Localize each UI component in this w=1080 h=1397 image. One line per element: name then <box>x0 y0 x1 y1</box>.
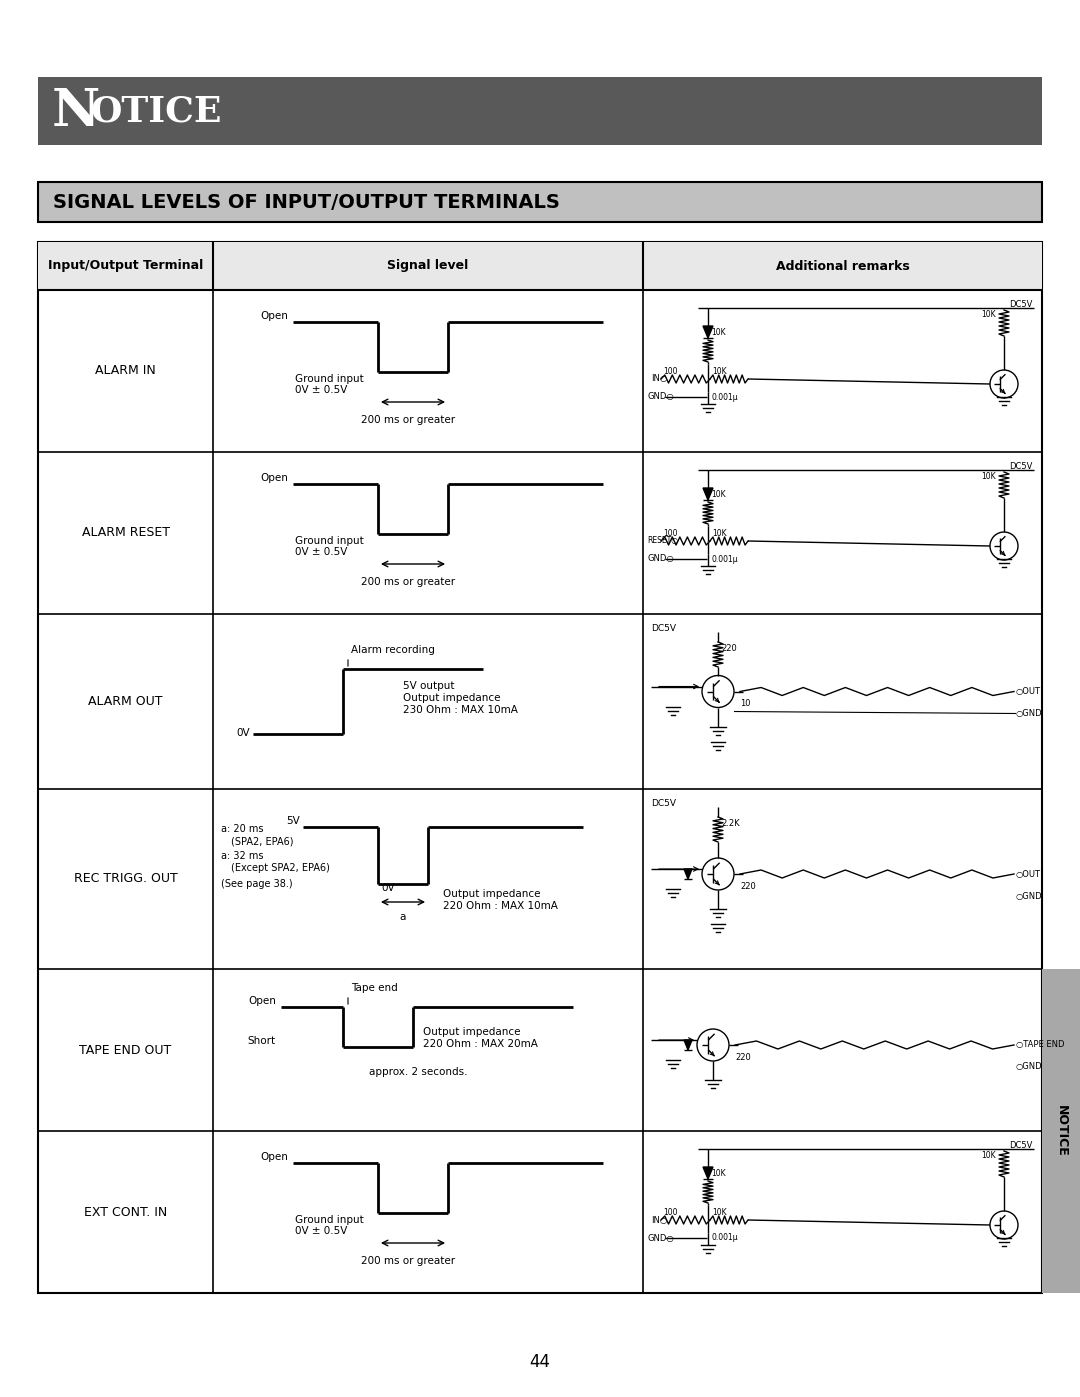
Text: DC5V: DC5V <box>1009 1141 1032 1150</box>
Text: 10K: 10K <box>712 529 727 538</box>
Text: a: 20 ms: a: 20 ms <box>221 824 264 834</box>
Text: ○OUT: ○OUT <box>1016 869 1041 879</box>
Text: 0V ± 0.5V: 0V ± 0.5V <box>295 1227 348 1236</box>
Text: DC5V: DC5V <box>651 624 676 633</box>
Text: IN○: IN○ <box>651 1215 667 1225</box>
Text: Alarm recording: Alarm recording <box>351 645 435 655</box>
Text: 10K: 10K <box>982 1151 996 1160</box>
Text: 230 Ohm : MAX 10mA: 230 Ohm : MAX 10mA <box>403 705 518 715</box>
Text: 0.001μ: 0.001μ <box>711 393 738 401</box>
Text: Open: Open <box>260 1153 288 1162</box>
Text: Tape end: Tape end <box>351 983 397 993</box>
Text: 0.001μ: 0.001μ <box>711 555 738 563</box>
Text: SIGNAL LEVELS OF INPUT/OUTPUT TERMINALS: SIGNAL LEVELS OF INPUT/OUTPUT TERMINALS <box>53 193 559 211</box>
Polygon shape <box>703 326 713 338</box>
Text: 100: 100 <box>663 367 677 376</box>
Text: a: 32 ms: a: 32 ms <box>221 851 264 861</box>
Text: 220: 220 <box>721 644 737 652</box>
Text: 200 ms or greater: 200 ms or greater <box>361 415 455 425</box>
Bar <box>38 242 1042 291</box>
Text: 2.2K: 2.2K <box>721 819 740 828</box>
Text: (Except SPA2, EPA6): (Except SPA2, EPA6) <box>231 863 329 873</box>
Polygon shape <box>684 869 692 879</box>
Text: 200 ms or greater: 200 ms or greater <box>361 1256 455 1266</box>
Text: Open: Open <box>248 996 276 1006</box>
Text: 0V: 0V <box>237 728 249 738</box>
Text: Signal level: Signal level <box>388 260 469 272</box>
Text: Ground input: Ground input <box>295 536 364 546</box>
Text: a: a <box>400 912 406 922</box>
Text: ALARM RESET: ALARM RESET <box>81 527 170 539</box>
Text: Open: Open <box>260 312 288 321</box>
Text: DC5V: DC5V <box>651 799 676 807</box>
Text: Output impedance: Output impedance <box>423 1027 521 1037</box>
Text: (See page 38.): (See page 38.) <box>221 879 293 888</box>
Text: 100: 100 <box>663 529 677 538</box>
Text: NOTICE: NOTICE <box>1054 1105 1067 1157</box>
Text: 44: 44 <box>529 1354 551 1370</box>
Text: 10K: 10K <box>711 1169 726 1178</box>
Text: 10K: 10K <box>982 310 996 319</box>
Text: DC5V: DC5V <box>1009 462 1032 471</box>
Text: Open: Open <box>260 474 288 483</box>
Text: GND○: GND○ <box>647 393 674 401</box>
Text: ○GND: ○GND <box>1016 710 1042 718</box>
Text: 5V output: 5V output <box>403 680 455 692</box>
Text: 0V ± 0.5V: 0V ± 0.5V <box>295 548 348 557</box>
Text: Ground input: Ground input <box>295 1215 364 1225</box>
Text: 10: 10 <box>740 700 751 708</box>
Text: Additional remarks: Additional remarks <box>775 260 909 272</box>
Text: ALARM OUT: ALARM OUT <box>89 694 163 708</box>
Text: 220: 220 <box>735 1053 751 1062</box>
Text: EXT CONT. IN: EXT CONT. IN <box>84 1206 167 1218</box>
Text: Short: Short <box>248 1037 276 1046</box>
Text: 220 Ohm : MAX 20mA: 220 Ohm : MAX 20mA <box>423 1039 538 1049</box>
Text: Input/Output Terminal: Input/Output Terminal <box>48 260 203 272</box>
Text: 200 ms or greater: 200 ms or greater <box>361 577 455 587</box>
Text: 0V ± 0.5V: 0V ± 0.5V <box>295 386 348 395</box>
Text: ALARM IN: ALARM IN <box>95 365 156 377</box>
Text: Output impedance: Output impedance <box>443 888 540 900</box>
Polygon shape <box>684 1039 692 1051</box>
Text: (SPA2, EPA6): (SPA2, EPA6) <box>231 835 294 847</box>
Polygon shape <box>703 488 713 500</box>
Text: 220 Ohm : MAX 10mA: 220 Ohm : MAX 10mA <box>443 901 558 911</box>
Text: 0.001μ: 0.001μ <box>711 1234 738 1242</box>
Bar <box>38 77 1042 145</box>
Text: ○GND: ○GND <box>1016 891 1042 901</box>
Text: OTICE: OTICE <box>90 94 221 129</box>
Text: 5V: 5V <box>286 816 300 826</box>
Text: 10K: 10K <box>712 367 727 376</box>
Text: Ground input: Ground input <box>295 374 364 384</box>
Text: 100: 100 <box>663 1208 677 1217</box>
Text: N: N <box>52 85 100 137</box>
Text: ○OUT: ○OUT <box>1016 687 1041 696</box>
Text: GND○: GND○ <box>647 555 674 563</box>
Text: Output impedance: Output impedance <box>403 693 500 703</box>
Bar <box>1042 970 1080 1294</box>
Text: DC5V: DC5V <box>1009 300 1032 309</box>
Polygon shape <box>703 1166 713 1179</box>
Text: 10K: 10K <box>711 328 726 337</box>
Text: approx. 2 seconds.: approx. 2 seconds. <box>368 1067 468 1077</box>
Text: REC TRIGG. OUT: REC TRIGG. OUT <box>73 873 177 886</box>
Bar <box>38 242 1042 1294</box>
Bar <box>38 182 1042 222</box>
Text: ○TAPE END: ○TAPE END <box>1016 1041 1065 1049</box>
Text: ○GND: ○GND <box>1016 1063 1042 1071</box>
Text: IN○: IN○ <box>651 374 667 384</box>
Text: 0V: 0V <box>381 883 394 893</box>
Text: GND○: GND○ <box>647 1234 674 1242</box>
Text: 10K: 10K <box>711 490 726 499</box>
Text: 10K: 10K <box>712 1208 727 1217</box>
Text: TAPE END OUT: TAPE END OUT <box>79 1044 172 1056</box>
Text: 10K: 10K <box>982 472 996 481</box>
Text: RESET○: RESET○ <box>647 536 678 545</box>
Text: 220: 220 <box>740 882 756 891</box>
